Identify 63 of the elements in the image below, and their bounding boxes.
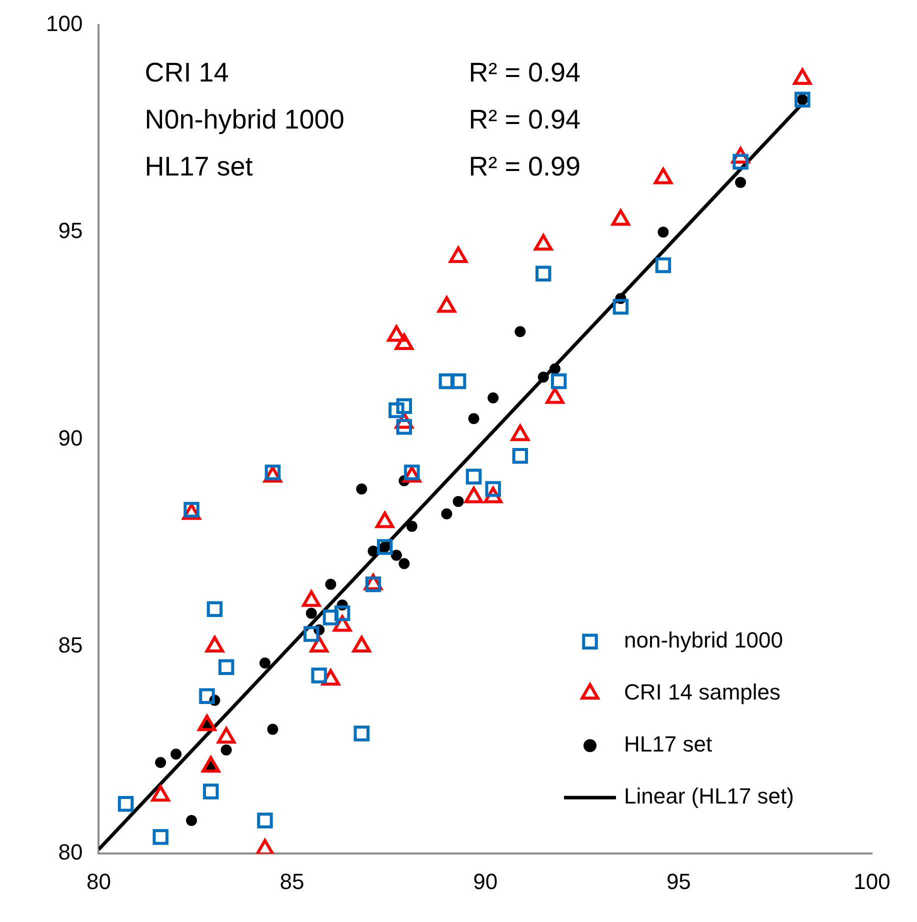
point	[206, 601, 223, 618]
point	[468, 413, 480, 424]
point	[438, 373, 455, 390]
point	[658, 226, 669, 238]
annotation: N0n-hybrid 1000	[144, 104, 344, 134]
point	[655, 257, 672, 274]
point	[450, 373, 466, 390]
legend-label: HL17 set	[624, 732, 712, 757]
legend-label: non-hybrid 1000	[624, 628, 784, 653]
point	[202, 784, 219, 800]
y-tick-label: 90	[58, 425, 83, 450]
point	[396, 398, 412, 414]
point	[514, 326, 526, 338]
point	[466, 468, 482, 484]
point	[306, 608, 317, 619]
point	[535, 266, 552, 282]
point	[512, 448, 528, 464]
point	[354, 726, 370, 742]
point	[311, 668, 327, 684]
point	[441, 508, 452, 520]
y-tick-label: 85	[58, 632, 83, 658]
annotation: R² = 0.99	[468, 151, 581, 182]
point	[356, 484, 368, 495]
point	[199, 688, 215, 704]
point	[334, 605, 350, 622]
x-tick-label: 90	[473, 868, 498, 894]
point	[118, 796, 134, 812]
point	[267, 724, 278, 735]
point	[186, 814, 197, 826]
point	[612, 298, 629, 315]
annotation: R² = 0.94	[468, 104, 581, 134]
annotation: CRI 14	[144, 57, 229, 88]
point	[550, 373, 567, 390]
y-tick-label: 80	[58, 840, 83, 865]
point	[322, 610, 339, 626]
point	[257, 812, 273, 828]
y-tick-label: 95	[58, 218, 83, 244]
point	[259, 658, 270, 669]
point	[538, 372, 549, 383]
point	[152, 829, 168, 845]
point	[218, 659, 234, 676]
point	[304, 626, 320, 642]
point	[170, 748, 182, 760]
point	[488, 392, 499, 404]
x-tick-label: 100	[854, 868, 890, 894]
legend-label: Linear (HL17 set)	[624, 784, 794, 809]
x-tick-label: 85	[280, 868, 304, 894]
point	[220, 744, 232, 756]
point	[735, 176, 746, 188]
point	[388, 402, 404, 418]
point	[390, 550, 402, 561]
point	[325, 578, 336, 590]
x-tick-label: 95	[666, 868, 691, 894]
point	[452, 496, 464, 507]
point	[398, 558, 410, 570]
legend-label: CRI 14 samples	[624, 680, 781, 705]
annotation: R² = 0.94	[468, 57, 581, 88]
point	[406, 520, 418, 532]
y-tick-label: 100	[46, 11, 83, 36]
annotation: HL17 set	[144, 151, 254, 182]
point	[155, 756, 166, 768]
point	[549, 363, 560, 374]
x-tick-label: 80	[86, 868, 111, 894]
